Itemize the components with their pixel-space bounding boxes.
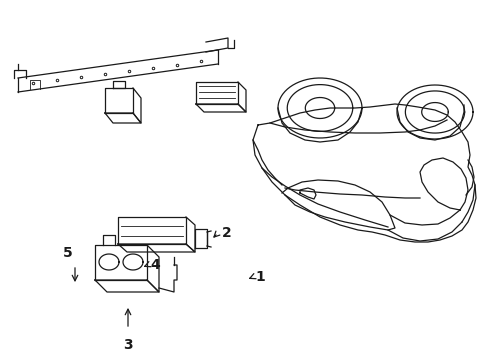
Text: 1: 1 <box>254 270 264 284</box>
Text: 3: 3 <box>123 338 133 352</box>
Text: 2: 2 <box>222 226 231 240</box>
Text: 5: 5 <box>63 246 73 260</box>
Text: 4: 4 <box>150 258 160 272</box>
